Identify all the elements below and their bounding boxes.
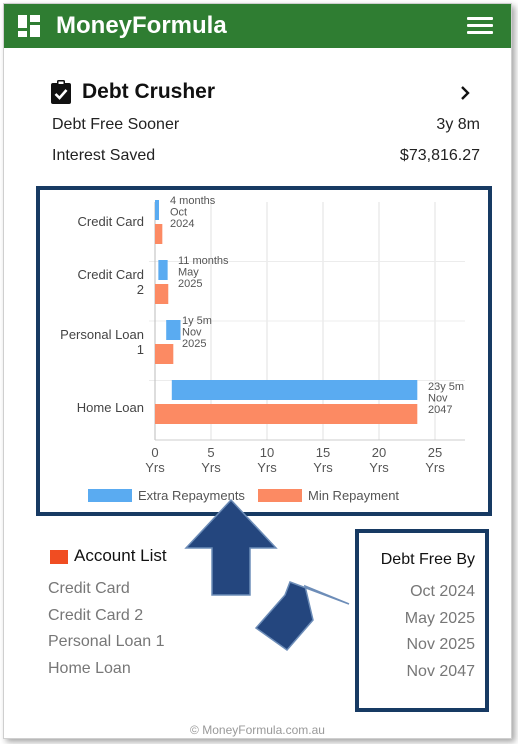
x-tick-label: 25 [428,445,442,460]
hamburger-menu-icon[interactable] [467,17,493,37]
phone-screen: MoneyFormula Debt Crusher Debt Free Soon… [3,3,512,739]
app-title: MoneyFormula [56,12,227,39]
account-marker [50,550,68,564]
bar-min-repayment [155,404,418,424]
data-label: 2024 [170,218,194,230]
dashboard-logo-icon [18,15,40,37]
data-label: Nov [182,327,202,339]
bar-min-repayment [155,344,174,364]
legend-label: Min Repayment [308,488,399,503]
bar-extra-repayments [155,200,159,220]
data-label: 2025 [178,278,202,290]
y-tick-label: 2 [137,282,144,297]
data-label: 1y 5m [182,315,212,327]
bar-extra-repayments [166,320,181,340]
y-tick-label: Credit Card [78,214,144,229]
data-label: 23y 5m [428,381,464,393]
account-item[interactable]: Home Loan [48,660,131,677]
bar-min-repayment [155,224,163,244]
card-title: Debt Crusher [82,80,216,103]
y-tick-label: Credit Card [78,267,144,282]
stat-debt-free-sooner: Debt Free Sooner 3y 8m [52,116,480,138]
data-label: Oct [170,207,187,219]
chevron-right-icon[interactable] [456,84,474,102]
bar-extra-repayments [158,260,168,280]
debt-free-date: Nov 2025 [406,636,476,653]
data-label: Nov [428,393,448,405]
legend-label: Extra Repayments [138,488,245,503]
stat-interest-saved: Interest Saved $73,816.27 [52,147,480,169]
debt-payoff-chart-highlight: Credit Card 4 months Oct 2024 Credit Card 2 11… [36,186,492,516]
x-tick-label: 0 [151,445,158,460]
data-label: 11 months [178,255,229,267]
bar-min-repayment [155,284,169,304]
x-tick-unit: Yrs [369,460,389,475]
x-tick-unit: Yrs [425,460,445,475]
stat-value: 3y 8m [436,116,480,133]
y-tick-label: Personal Loan [60,327,144,342]
clipboard-check-icon [51,80,71,104]
stat-label: Interest Saved [52,147,156,164]
account-item[interactable]: Personal Loan 1 [48,633,165,650]
legend-swatch-extra [88,489,132,502]
app-bar: MoneyFormula [4,4,511,48]
debt-free-date: Oct 2024 [410,583,475,600]
x-tick-unit: Yrs [201,460,221,475]
debt-free-date: May 2025 [404,610,475,627]
x-tick-label: 20 [372,445,386,460]
account-item[interactable]: Credit Card 2 [48,607,144,624]
debt-free-by-highlight: Debt Free By Oct 2024 May 2025 Nov 2025 … [355,529,489,712]
stat-label: Debt Free Sooner [52,116,180,133]
data-label: 4 months [170,195,216,207]
y-tick-label: 1 [137,342,144,357]
x-tick-unit: Yrs [257,460,277,475]
x-tick-label: 10 [260,445,274,460]
account-list-title: Account List [74,546,167,565]
x-tick-label: 5 [207,445,214,460]
footer-copyright: © MoneyFormula.com.au [190,723,325,737]
x-tick-unit: Yrs [145,460,165,475]
debt-free-date: Nov 2047 [406,663,476,680]
debt-free-by-title: Debt Free By [380,551,475,568]
legend-swatch-min [258,489,302,502]
debt-crusher-header[interactable]: Debt Crusher [50,78,480,108]
account-item[interactable]: Credit Card [48,580,130,597]
stat-value: $73,816.27 [399,147,480,164]
data-label: 2047 [428,404,452,416]
x-tick-label: 15 [316,445,330,460]
x-tick-unit: Yrs [313,460,333,475]
y-tick-label: Home Loan [77,400,144,415]
bar-extra-repayments [171,380,418,400]
data-label: 2025 [182,338,206,350]
data-label: May [178,267,199,279]
